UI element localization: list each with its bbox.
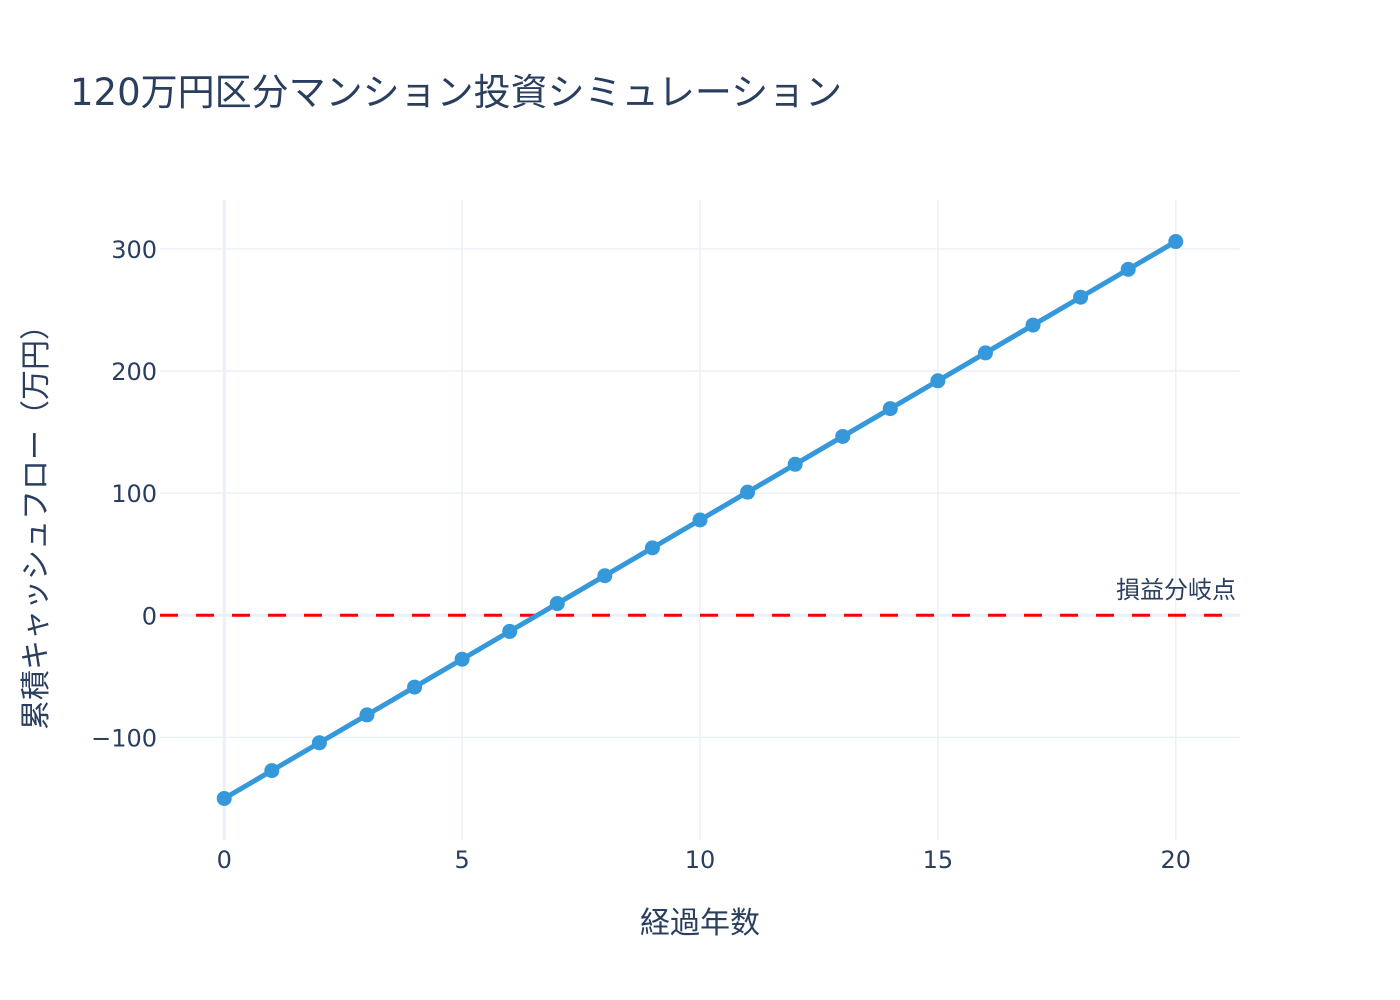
data-point-marker[interactable]: [787, 456, 803, 472]
y-tick-label: 300: [111, 236, 157, 264]
x-tick-label: 10: [685, 846, 716, 874]
chart-title: 120万円区分マンション投資シミュレーション: [70, 71, 843, 114]
y-tick-label: 0: [142, 602, 157, 630]
data-point-marker[interactable]: [1073, 289, 1089, 305]
y-axis-title: 累積キャッシュフロー（万円）: [19, 310, 54, 730]
data-point-marker[interactable]: [1168, 234, 1184, 250]
data-point-marker[interactable]: [1120, 261, 1136, 277]
y-tick-label: 100: [111, 480, 157, 508]
x-tick-label: 5: [454, 846, 469, 874]
x-tick-label: 15: [923, 846, 954, 874]
data-point-marker[interactable]: [454, 651, 470, 667]
data-point-marker[interactable]: [644, 540, 660, 556]
data-point-marker[interactable]: [264, 763, 280, 779]
y-tick-label: −100: [91, 724, 157, 752]
data-point-marker[interactable]: [597, 568, 613, 584]
y-tick-label: 200: [111, 358, 157, 386]
data-point-marker[interactable]: [549, 596, 565, 612]
data-point-marker[interactable]: [930, 373, 946, 389]
y-axis-ticks: −100 0 100 200 300: [91, 236, 157, 753]
data-point-marker[interactable]: [692, 512, 708, 528]
data-point-marker[interactable]: [216, 790, 232, 806]
breakeven-annotation: 損益分岐点: [1116, 576, 1236, 604]
data-point-marker[interactable]: [977, 345, 993, 361]
data-point-marker[interactable]: [311, 735, 327, 751]
data-point-marker[interactable]: [407, 679, 423, 695]
data-point-marker[interactable]: [882, 401, 898, 417]
data-point-marker[interactable]: [359, 707, 375, 723]
data-point-marker[interactable]: [502, 623, 518, 639]
data-point-marker[interactable]: [740, 484, 756, 500]
data-point-marker[interactable]: [1025, 317, 1041, 333]
x-tick-label: 20: [1160, 846, 1191, 874]
data-point-marker[interactable]: [835, 428, 851, 444]
x-tick-label: 0: [217, 846, 232, 874]
x-axis-ticks: 0 5 10 15 20: [217, 846, 1191, 874]
cumulative-cashflow-series: [216, 234, 1184, 806]
x-axis-title: 経過年数: [640, 906, 760, 941]
